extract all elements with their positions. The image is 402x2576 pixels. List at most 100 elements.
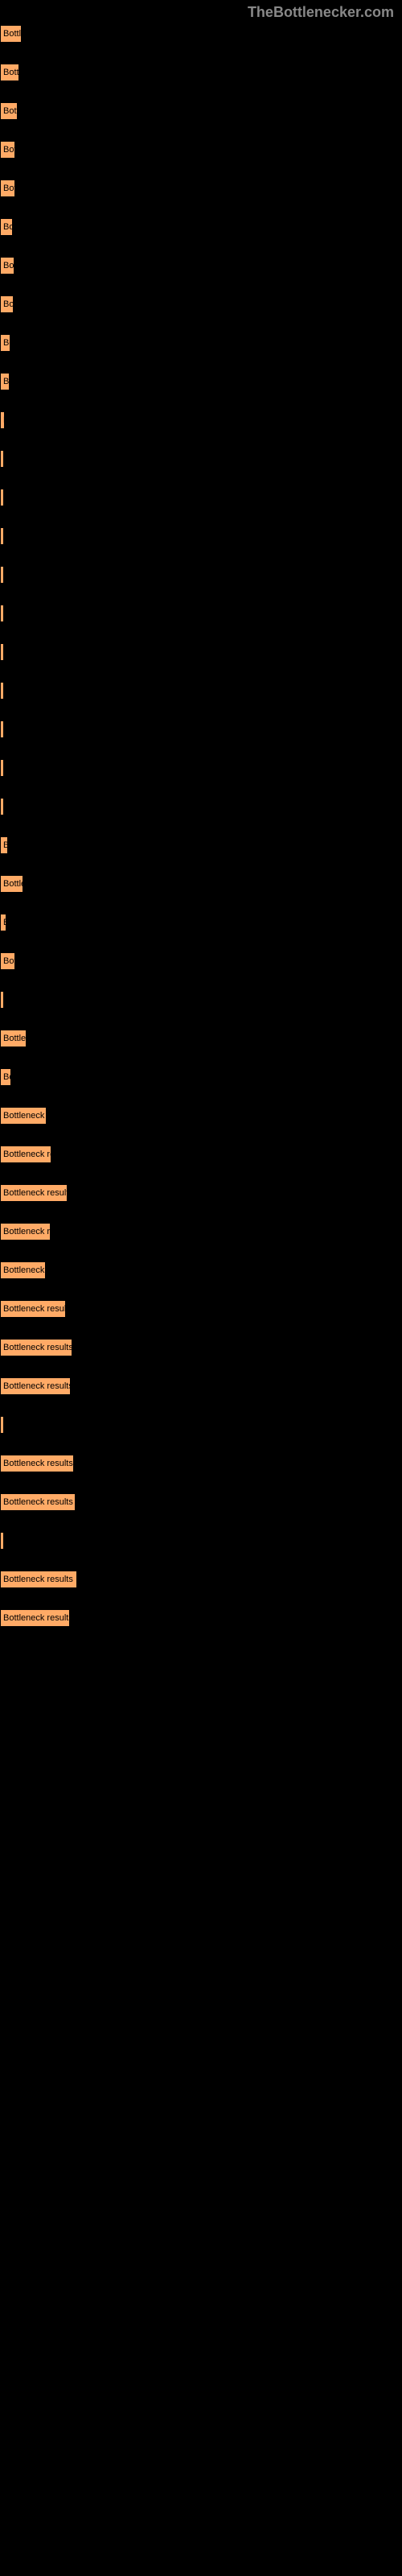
bar: Bottleneck results — [0, 682, 4, 700]
bar-row: Bottleneck results — [0, 180, 402, 197]
bar-label: Bottleneck results — [3, 570, 4, 580]
bar: Bottleneck results — [0, 25, 22, 43]
bar: Bottleneck results — [0, 875, 23, 893]
bar: Bottleneck results — [0, 1532, 4, 1550]
bar-row: Bottleneck results — [0, 682, 402, 700]
bar-label: Bottleneck results — [3, 454, 4, 464]
bar-row: Bottleneck results — [0, 489, 402, 506]
bar: Bottleneck results — [0, 450, 4, 468]
bar: Bottleneck results — [0, 64, 19, 81]
bar-row: Bottleneck results — [0, 25, 402, 43]
bar-label: Bottleneck results — [3, 1575, 73, 1584]
bar-label: Bottleneck results — [3, 686, 4, 696]
bar-label: Bottleneck results — [3, 493, 4, 502]
bar-row: Bottleneck results — [0, 257, 402, 275]
bar-row: Bottleneck results — [0, 1184, 402, 1202]
bar-row: Bottleneck results — [0, 1339, 402, 1356]
bar-label: Bottleneck results — [3, 1536, 4, 1546]
bar-label: Bottleneck results — [3, 918, 6, 927]
bar-row: Bottleneck results — [0, 373, 402, 390]
bar: Bottleneck results — [0, 836, 8, 854]
bar: Bottleneck results — [0, 1416, 4, 1434]
bar-label: Bottleneck results — [3, 1459, 73, 1468]
bar: Bottleneck results — [0, 1455, 74, 1472]
bar: Bottleneck results — [0, 218, 13, 236]
bar-label: Bottleneck results — [3, 1034, 27, 1043]
bar: Bottleneck results — [0, 1184, 68, 1202]
bar-row: Bottleneck results — [0, 1455, 402, 1472]
bar: Bottleneck results — [0, 914, 6, 931]
bar: Bottleneck results — [0, 1493, 76, 1511]
bar-row: Bottleneck results — [0, 720, 402, 738]
bar: Bottleneck results — [0, 1300, 66, 1318]
bar-row: Bottleneck results — [0, 1223, 402, 1241]
bar-label: Bottleneck results — [3, 1188, 68, 1198]
bar: Bottleneck results — [0, 180, 15, 197]
bar: Bottleneck results — [0, 991, 4, 1009]
bar: Bottleneck results — [0, 720, 4, 738]
bar-row: Bottleneck results — [0, 836, 402, 854]
bar-label: Bottleneck results — [3, 68, 19, 77]
bar-row: Bottleneck results — [0, 1300, 402, 1318]
bar: Bottleneck results — [0, 295, 14, 313]
bar-row: Bottleneck results — [0, 566, 402, 584]
bar: Bottleneck results — [0, 1030, 27, 1047]
bar-row: Bottleneck results — [0, 1571, 402, 1588]
bar-label: Bottleneck results — [3, 377, 10, 386]
bar-label: Bottleneck results — [3, 956, 15, 966]
bar-row: Bottleneck results — [0, 527, 402, 545]
bar: Bottleneck results — [0, 1107, 47, 1125]
bar-label: Bottleneck results — [3, 106, 18, 116]
bar-row: Bottleneck results — [0, 1107, 402, 1125]
bar-label: Bottleneck results — [3, 1227, 51, 1236]
bar-row: Bottleneck results — [0, 759, 402, 777]
bar: Bottleneck results — [0, 1609, 70, 1627]
bar: Bottleneck results — [0, 759, 4, 777]
bar-label: Bottleneck results — [3, 724, 4, 734]
bar-row: Bottleneck results — [0, 1146, 402, 1163]
bar: Bottleneck results — [0, 141, 15, 159]
bar-label: Bottleneck results — [3, 29, 22, 39]
bar-label: Bottleneck results — [3, 184, 15, 193]
bar-label: Bottleneck results — [3, 1111, 47, 1121]
bar-row: Bottleneck results — [0, 295, 402, 313]
bar-label: Bottleneck results — [3, 763, 4, 773]
bar: Bottleneck results — [0, 489, 4, 506]
bar-label: Bottleneck results — [3, 1265, 46, 1275]
bar-row: Bottleneck results — [0, 1493, 402, 1511]
bar-label: Bottleneck results — [3, 1304, 66, 1314]
bar-label: Bottleneck results — [3, 1072, 11, 1082]
bar-label: Bottleneck results — [3, 995, 4, 1005]
bar: Bottleneck results — [0, 798, 4, 815]
bar: Bottleneck results — [0, 1223, 51, 1241]
bar-row: Bottleneck results — [0, 1609, 402, 1627]
bar-row: Bottleneck results — [0, 141, 402, 159]
bar: Bottleneck results — [0, 605, 4, 622]
bar-label: Bottleneck results — [3, 1343, 72, 1352]
bar-row: Bottleneck results — [0, 411, 402, 429]
bar-row: Bottleneck results — [0, 218, 402, 236]
bar-row: Bottleneck results — [0, 1261, 402, 1279]
bar-label: Bottleneck results — [3, 879, 23, 889]
bar: Bottleneck results — [0, 411, 5, 429]
bar-label: Bottleneck results — [3, 145, 15, 155]
bar-label: Bottleneck results — [3, 531, 4, 541]
bar-row: Bottleneck results — [0, 450, 402, 468]
bar-label: Bottleneck results — [3, 1613, 70, 1623]
bar: Bottleneck results — [0, 1261, 46, 1279]
bar-row: Bottleneck results — [0, 64, 402, 81]
bar-row: Bottleneck results — [0, 334, 402, 352]
bar-row: Bottleneck results — [0, 914, 402, 931]
bar-label: Bottleneck results — [3, 299, 14, 309]
bar: Bottleneck results — [0, 527, 4, 545]
bar-chart: Bottleneck results Bottleneck results Bott… — [0, 25, 402, 1627]
bar-label: Bottleneck results — [3, 1381, 71, 1391]
bar-row: Bottleneck results — [0, 1532, 402, 1550]
bar-label: Bottleneck results — [3, 802, 4, 811]
bar-row: Bottleneck results — [0, 1416, 402, 1434]
bar: Bottleneck results — [0, 334, 10, 352]
bar-label: Bottleneck results — [3, 609, 4, 618]
bar-label: Bottleneck results — [3, 222, 13, 232]
bar-label: Bottleneck results — [3, 415, 5, 425]
bar-label: Bottleneck results — [3, 1420, 4, 1430]
